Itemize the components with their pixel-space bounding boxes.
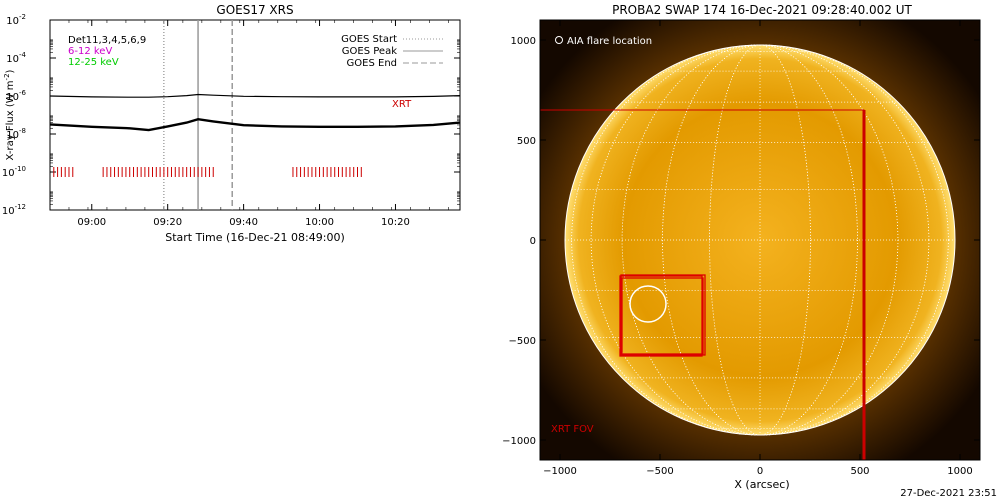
swap-xtick-label: −500 bbox=[646, 466, 673, 477]
goes-plot-frame bbox=[49, 19, 461, 211]
goes-ytick-label: 10-10 bbox=[2, 165, 26, 179]
swap-xtick-label: −1000 bbox=[543, 466, 577, 477]
swap-chart-title: PROBA2 SWAP 174 16-Dec-2021 09:28:40.002… bbox=[612, 3, 912, 17]
goes-ytick-label: 10-12 bbox=[2, 203, 26, 217]
xrt-fov-label: XRT FOV bbox=[551, 424, 594, 435]
swap-y-axis: 1000 500 0 −500 −1000 bbox=[502, 36, 980, 447]
goes-xtick-label: 09:40 bbox=[229, 217, 258, 228]
goes-chart-title: GOES17 XRS bbox=[216, 3, 293, 17]
aia-legend-marker bbox=[555, 36, 563, 44]
goes-long-channel-line bbox=[49, 93, 461, 98]
xrt-pointing-box bbox=[619, 275, 703, 357]
swap-ytick-label: −500 bbox=[509, 336, 536, 347]
goes-legend-entry: Det11,3,4,5,6,9 bbox=[68, 35, 146, 46]
goes-xtick-label: 10:20 bbox=[381, 217, 410, 228]
goes-legend-entry: 6-12 keV bbox=[68, 46, 112, 57]
goes-ytick-label: 10-2 bbox=[6, 13, 26, 27]
goes-ytick-label: 10-6 bbox=[6, 89, 26, 103]
goes-xtick-label: 10:00 bbox=[305, 217, 334, 228]
solar-limb-circle bbox=[564, 44, 956, 436]
goes-event-lines bbox=[163, 20, 233, 210]
swap-xtick-label: 1000 bbox=[947, 466, 972, 477]
aia-flare-circle bbox=[629, 285, 667, 323]
goes-legend-time-entry: GOES Peak bbox=[342, 46, 397, 57]
goes-series-group bbox=[49, 93, 461, 132]
goes-xrs-chart: GOES17 XRS 10-2 10-4 10-6 10-8 10-10 10-12 09… bbox=[2, 3, 461, 244]
swap-ytick-label: 0 bbox=[530, 236, 536, 247]
xrt-observation-marks bbox=[53, 167, 362, 177]
xrt-pointing-boxes bbox=[619, 110, 866, 460]
goes-y-axis-label: X-ray Flux (W m-2) bbox=[3, 69, 16, 160]
goes-xtick-label: 09:00 bbox=[77, 217, 106, 228]
swap-x-axis: −1000 −500 0 500 1000 bbox=[543, 20, 973, 477]
goes-legend-entry: 12-25 keV bbox=[68, 57, 119, 68]
aia-legend-label: AIA flare location bbox=[567, 36, 652, 47]
swap-solar-image-chart: PROBA2 SWAP 174 16-Dec-2021 09:28:40.002… bbox=[502, 3, 981, 491]
swap-x-axis-label: X (arcsec) bbox=[734, 478, 789, 491]
swap-xtick-label: 500 bbox=[850, 466, 869, 477]
footer-timestamp: 27-Dec-2021 23:51 bbox=[900, 488, 997, 499]
longitude-line bbox=[709, 44, 811, 436]
xrt-annotation: XRT bbox=[392, 99, 412, 110]
goes-x-axis-label: Start Time (16-Dec-21 08:49:00) bbox=[165, 231, 345, 244]
swap-ytick-label: 1000 bbox=[511, 36, 536, 47]
goes-ytick-label: 10-4 bbox=[6, 51, 26, 65]
goes-legend-time-entry: GOES End bbox=[347, 58, 397, 69]
goes-legend-time-entry: GOES Start bbox=[341, 34, 397, 45]
swap-xtick-label: 0 bbox=[757, 466, 763, 477]
goes-xtick-label: 09:20 bbox=[153, 217, 182, 228]
goes-ytick-label: 10-8 bbox=[6, 127, 26, 141]
xrt-pointing-box bbox=[620, 274, 706, 356]
xrt-pointing-box bbox=[621, 277, 704, 355]
goes-short-channel-line bbox=[49, 117, 461, 132]
goes-x-axis: 09:00 09:20 09:40 10:00 10:20 bbox=[49, 20, 449, 228]
swap-ytick-label: 500 bbox=[517, 136, 536, 147]
swap-ytick-label: −1000 bbox=[502, 436, 536, 447]
